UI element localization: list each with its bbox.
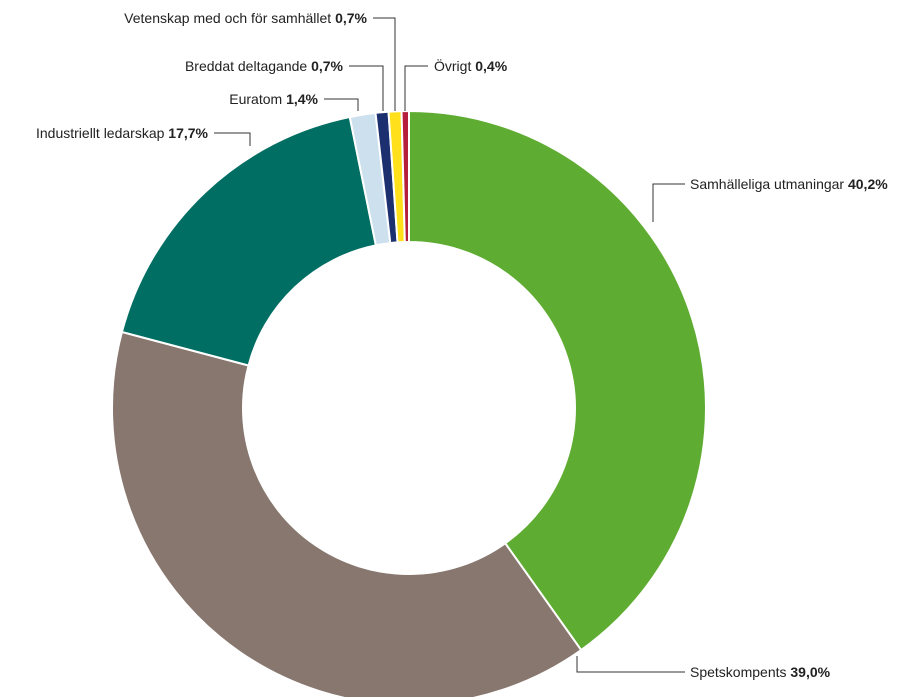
label-name-spetskompents: Spetskompents <box>690 664 790 680</box>
label-samhalleliga-utmaningar: Samhälleliga utmaningar 40,2% <box>690 176 888 192</box>
label-name-vetenskap-med-och-for-samhallet: Vetenskap med och för samhället <box>124 10 335 26</box>
leader-lines <box>214 17 685 673</box>
leader-line-vetenskap-med-och-for-samhallet <box>373 17 396 111</box>
label-name-ovrigt: Övrigt <box>434 57 475 74</box>
leader-line-spetskompents <box>576 656 685 673</box>
label-name-industriellt-ledarskap: Industriellt ledarskap <box>36 125 168 141</box>
slice-samhalleliga-utmaningar <box>408 109 707 652</box>
label-name-samhalleliga-utmaningar: Samhälleliga utmaningar <box>690 176 848 192</box>
label-industriellt-ledarskap: Industriellt ledarskap 17,7% <box>36 125 209 141</box>
label-name-breddat-deltagande: Breddat deltagande <box>185 58 311 74</box>
label-value-ovrigt: 0,4% <box>475 58 507 74</box>
slice-spetskompents <box>111 330 583 697</box>
leader-line-breddat-deltagande <box>349 65 384 111</box>
leader-line-euratom <box>324 98 359 111</box>
label-value-samhalleliga-utmaningar: 40,2% <box>848 176 888 192</box>
label-value-euratom: 1,4% <box>286 91 318 107</box>
label-euratom: Euratom 1,4% <box>229 91 318 107</box>
leader-line-ovrigt <box>404 65 428 111</box>
label-value-vetenskap-med-och-for-samhallet: 0,7% <box>335 10 367 26</box>
label-value-industriellt-ledarskap: 17,7% <box>168 125 208 141</box>
label-value-spetskompents: 39,0% <box>790 664 830 680</box>
label-value-breddat-deltagande: 0,7% <box>311 58 343 74</box>
leader-line-samhalleliga-utmaningar <box>652 183 685 222</box>
leader-line-industriellt-ledarskap <box>214 132 251 146</box>
donut-slices <box>111 109 707 697</box>
slice-industriellt-ledarskap <box>120 115 378 367</box>
label-breddat-deltagande: Breddat deltagande 0,7% <box>185 58 344 74</box>
label-ovrigt: Övrigt 0,4% <box>434 57 508 74</box>
label-vetenskap-med-och-for-samhallet: Vetenskap med och för samhället 0,7% <box>124 10 367 26</box>
label-spetskompents: Spetskompents 39,0% <box>690 664 831 680</box>
slice-labels: Samhälleliga utmaningar 40,2% Spetskompen… <box>36 10 888 680</box>
slice-ovrigt <box>400 109 410 244</box>
label-name-euratom: Euratom <box>229 91 286 107</box>
